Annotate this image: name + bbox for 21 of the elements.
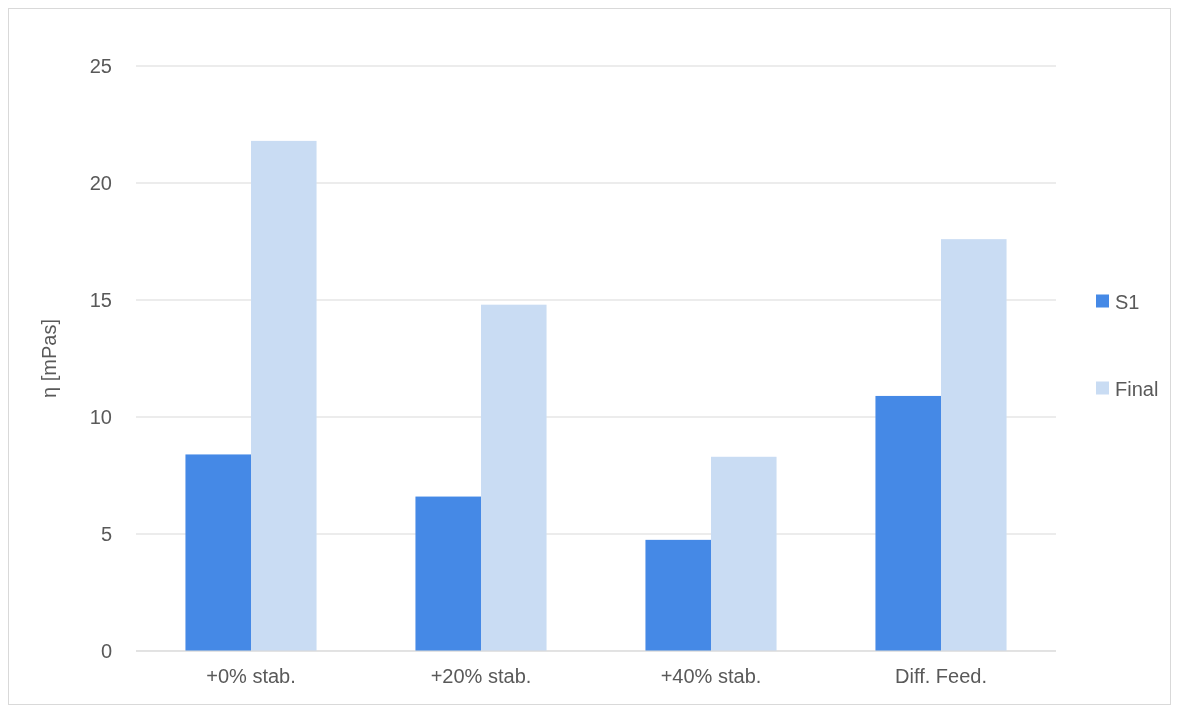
legend-label: S1 — [1115, 290, 1140, 313]
y-tick-label: 0 — [100, 640, 112, 662]
x-tick-label: Diff. Feed. — [895, 665, 987, 687]
x-tick-label: +20% stab. — [430, 665, 532, 687]
y-tick-label: 10 — [89, 406, 112, 428]
bar — [711, 456, 777, 651]
bar — [415, 496, 481, 651]
bar — [251, 140, 317, 651]
bar — [645, 539, 711, 651]
y-tick-label: 20 — [89, 172, 112, 194]
bar — [185, 454, 251, 651]
x-tick-label: +0% stab. — [206, 665, 296, 687]
bar — [941, 239, 1007, 651]
y-axis-title: η [mPas] — [38, 319, 60, 398]
bar — [875, 395, 941, 651]
legend-label: Final — [1115, 377, 1159, 400]
bar — [481, 304, 547, 651]
x-tick-label: +40% stab. — [660, 665, 762, 687]
y-tick-label: 25 — [89, 55, 112, 77]
y-tick-label: 15 — [89, 289, 112, 311]
y-tick-label: 5 — [100, 523, 112, 545]
